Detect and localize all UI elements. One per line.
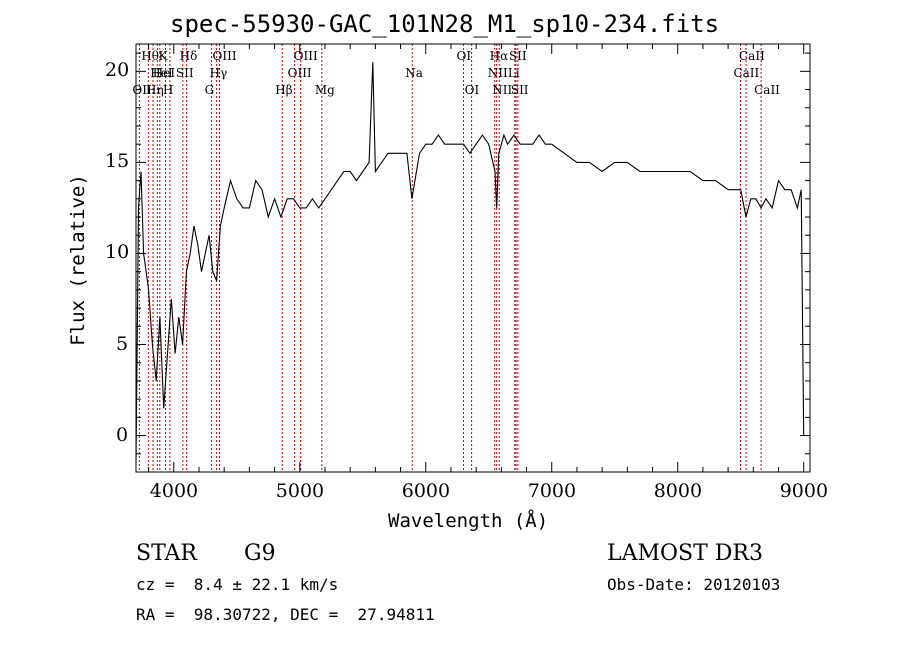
redshift-info: cz = 8.4 ± 22.1 km/s — [136, 575, 339, 594]
line-label-18: OI — [464, 83, 480, 97]
axis-ticks — [136, 44, 810, 472]
subclass: G9 — [244, 541, 276, 566]
line-label-10: Hγ — [209, 66, 228, 80]
line-label-9: G — [204, 83, 215, 97]
line-label-20: Hα — [489, 49, 509, 63]
line-label-6: H — [162, 83, 174, 97]
x-axis-label: Wavelength (Å) — [388, 510, 549, 532]
plot-frame — [135, 43, 811, 473]
object-class: STAR — [136, 541, 197, 566]
line-label-22: Li — [507, 66, 520, 80]
line-label-19: NII — [487, 66, 508, 80]
x-tick-label: 5000 — [275, 480, 325, 502]
y-tick-label: 5 — [116, 332, 129, 355]
line-label-21: NII — [492, 83, 513, 97]
line-label-15: Mg — [314, 83, 335, 97]
spectral-line-markers — [138, 44, 762, 472]
line-label-25: CaII — [733, 66, 760, 80]
line-label-0: OII — [132, 83, 152, 97]
y-tick-label: 15 — [105, 150, 130, 173]
line-label-12: Hβ — [275, 83, 293, 97]
line-label-17: OI — [456, 49, 472, 63]
line-label-5: K — [158, 49, 168, 63]
x-tick-label: 7000 — [527, 480, 577, 502]
y-axis-label: Flux (relative) — [67, 174, 89, 346]
line-label-11: OIII — [212, 49, 237, 63]
line-label-13: OIII — [287, 66, 312, 80]
line-label-16: Na — [405, 66, 423, 80]
x-tick-label: 6000 — [401, 480, 451, 502]
x-tick-label: 8000 — [653, 480, 703, 502]
line-label-1: Hθ — [141, 49, 160, 63]
line-label-14: OIII — [293, 49, 318, 63]
chart-title: spec-55930-GAC_101N28_M1_sp10-234.fits — [170, 10, 720, 38]
survey-name: LAMOST DR3 — [607, 541, 763, 566]
line-label-3: HeI — [150, 66, 173, 80]
line-label-8: Hδ — [179, 49, 198, 63]
coordinates: RA = 98.30722, DEC = 27.94811 — [136, 605, 435, 624]
y-tick-label: 20 — [105, 59, 130, 82]
flux-series-line — [135, 62, 805, 463]
line-label-26: CaII — [739, 49, 765, 63]
x-tick-label: 4000 — [149, 480, 199, 502]
y-tick-label: 0 — [116, 423, 129, 446]
line-label-4: HeI — [152, 66, 176, 80]
x-tick-label: 9000 — [779, 480, 829, 502]
line-label-23: SII — [508, 49, 527, 63]
line-label-7: SII — [175, 66, 194, 80]
line-label-27: CaII — [754, 83, 780, 97]
observation-date: Obs-Date: 20120103 — [607, 575, 781, 594]
line-label-24: SII — [510, 83, 529, 97]
line-label-2: Hη — [146, 83, 164, 97]
y-tick-label: 10 — [105, 241, 130, 264]
